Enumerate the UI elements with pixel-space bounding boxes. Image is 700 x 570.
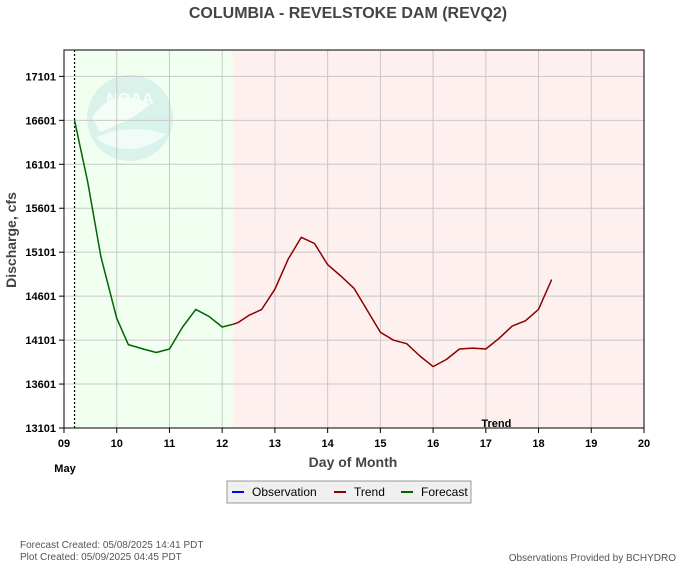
trend-region — [232, 50, 644, 428]
y-axis-label: Discharge, cfs — [3, 192, 19, 288]
chart-annotations: Trend — [481, 418, 511, 430]
x-tick-label: 14 — [322, 438, 335, 450]
forecast-created-text: Forecast Created: 05/08/2025 14:41 PDT — [20, 540, 203, 551]
x-tick-label: 09 — [58, 438, 70, 450]
legend-label-forecast: Forecast — [421, 485, 468, 499]
noaa-logo-wave — [96, 129, 166, 150]
x-tick-label: 17 — [480, 438, 492, 450]
y-tick-label: 17101 — [25, 71, 56, 83]
chart-title: COLUMBIA - REVELSTOKE DAM (REVQ2) — [189, 5, 507, 22]
plot-created-text: Plot Created: 05/09/2025 04:45 PDT — [20, 552, 182, 563]
trend-series-line — [232, 236, 553, 368]
x-tick-label: 18 — [532, 438, 544, 450]
noaa-logo-text: NOAA — [106, 91, 154, 108]
y-tick-label: 13601 — [25, 379, 56, 391]
noaa-logo-bird — [92, 97, 150, 132]
noaa-logo-circle — [87, 75, 173, 161]
x-axis-label: Day of Month — [309, 454, 398, 470]
noaa-logo: NOAA — [87, 75, 173, 161]
x-tick-label: 15 — [374, 438, 386, 450]
legend-label-observation: Observation — [252, 485, 317, 499]
x-tick-label: 12 — [216, 438, 228, 450]
legend-box — [226, 480, 472, 504]
y-tick-label: 13101 — [25, 423, 56, 435]
x-tick-label: 16 — [427, 438, 439, 450]
x-axis-ticks: 09 10 11 12 13 14 15 16 17 18 19 20 — [58, 428, 650, 450]
legend: Observation Trend Forecast — [226, 480, 472, 504]
x-month-label: May — [54, 463, 76, 475]
y-tick-label: 16601 — [25, 115, 56, 127]
plot-frame — [63, 49, 645, 429]
x-tick-label: 11 — [164, 438, 176, 450]
trend-annotation: Trend — [481, 418, 511, 430]
y-tick-label: 16101 — [25, 159, 56, 171]
x-tick-label: 19 — [585, 438, 597, 450]
legend-label-trend: Trend — [354, 485, 385, 499]
y-tick-label: 15101 — [25, 247, 56, 259]
data-provider-text: Observations Provided by BCHYDRO — [509, 553, 677, 564]
x-tick-label: 20 — [638, 438, 650, 450]
y-tick-label: 14101 — [25, 335, 56, 347]
chart-grid — [64, 50, 644, 428]
y-tick-label: 15601 — [25, 203, 56, 215]
x-tick-label: 10 — [111, 438, 123, 450]
forecast-series-line — [73, 120, 233, 354]
y-axis-ticks: 13101 13601 14101 14601 15101 15601 16101 16601… — [25, 71, 64, 435]
chart-series — [73, 120, 553, 368]
y-tick-label: 14601 — [25, 291, 56, 303]
x-tick-label: 13 — [269, 438, 281, 450]
